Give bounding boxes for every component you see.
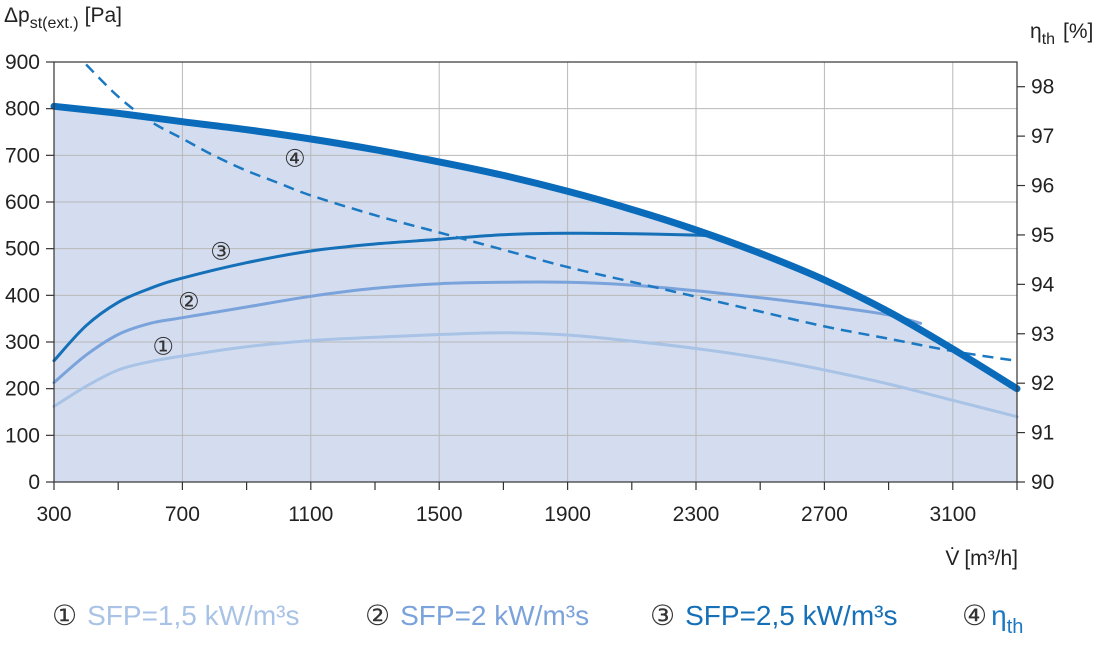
y-left-axis-title: Δpst(ext.) [Pa] (4, 4, 122, 32)
legend-label-4-sub: th (1007, 616, 1024, 638)
curve-marker: ④ (284, 145, 306, 173)
legend-item-sfp2: ② SFP=2 kW/m³s (365, 600, 589, 631)
y-left-tick-label: 300 (5, 331, 40, 354)
series-line-sfp15 (52, 331, 1019, 419)
y-left-tick-label: 800 (5, 98, 40, 121)
legend-marker-3: ③ (650, 600, 675, 631)
curve-marker: ① (152, 333, 174, 361)
operating-area-fill (54, 106, 1017, 483)
y-right-unit: [%] (1063, 20, 1093, 43)
y-right-tick-label: 92 (1031, 372, 1054, 395)
x-tick-label: 1500 (416, 503, 463, 526)
legend-marker-2: ② (365, 600, 390, 631)
legend-item-sfp15: ① SFP=1,5 kW/m³s (52, 600, 299, 631)
axis-ticks: 300 700 1100 1500 1900 2300 2700 3100 0 100 200 300… (5, 51, 1055, 526)
y-left-tick-label: 900 (5, 51, 40, 74)
y-right-tick-label: 95 (1031, 224, 1054, 247)
operating-area (54, 106, 1017, 483)
x-unit: [m³/h] (964, 547, 1018, 570)
legend-label-4: η (991, 600, 1007, 631)
series-line-sfp25 (52, 231, 714, 363)
x-tick-label: 300 (36, 503, 71, 526)
y-right-tick-label: 94 (1031, 273, 1055, 296)
x-axis-title: V̇ [m³/h] (945, 547, 1018, 570)
x-tick-label: 1100 (288, 503, 333, 526)
y-left-tick-label: 600 (5, 191, 40, 214)
y-left-unit: [Pa] (85, 4, 122, 27)
curve-marker: ② (178, 287, 200, 315)
y-right-label-sub: th (1042, 31, 1055, 48)
x-tick-label: 1900 (544, 503, 591, 526)
y-right-tick-label: 93 (1031, 323, 1054, 346)
y-left-tick-label: 200 (5, 378, 40, 401)
curve-marker: ③ (210, 237, 232, 265)
y-left-tick-label: 0 (28, 471, 40, 494)
y-right-tick-label: 96 (1031, 175, 1054, 198)
y-right-tick-label: 91 (1031, 422, 1054, 445)
legend-label-2: SFP=2 kW/m³s (400, 600, 589, 631)
series-line-max (50, 102, 1021, 393)
y-left-tick-label: 100 (5, 424, 40, 447)
curve-markers: ④ ③②① (152, 145, 305, 361)
legend-marker-4: ④ (962, 600, 987, 631)
x-label: V̇ (945, 547, 959, 570)
legend-label-1: SFP=1,5 kW/m³s (87, 600, 299, 631)
y-right-tick-label: 98 (1031, 76, 1054, 99)
y-left-label-sub: st(ext.) (30, 15, 79, 32)
legend-item-sfp25: ③ SFP=2,5 kW/m³s (650, 600, 897, 631)
x-tick-label: 2700 (801, 503, 848, 526)
x-tick-label: 700 (165, 503, 200, 526)
plot-frame (53, 61, 1018, 483)
series-layer (50, 63, 1021, 419)
series-line-eta (85, 63, 1018, 363)
series-line-sfp2 (52, 280, 923, 385)
x-tick-label: 3100 (929, 503, 976, 526)
y-right-axis-title: ηth [%] (1030, 20, 1093, 48)
legend: ① SFP=1,5 kW/m³s ② SFP=2 kW/m³s ③ SFP=2,5 k… (52, 600, 1023, 638)
y-left-label-main: Δp (4, 4, 30, 27)
y-left-tick-label: 500 (5, 238, 40, 261)
plot-border (53, 61, 1018, 483)
y-left-tick-label: 700 (5, 144, 40, 167)
x-tick-label: 2300 (673, 503, 720, 526)
y-right-label-main: η (1030, 20, 1042, 43)
y-right-tick-label: 90 (1031, 471, 1054, 494)
legend-label-3: SFP=2,5 kW/m³s (685, 600, 897, 631)
legend-marker-1: ① (52, 600, 77, 631)
legend-item-eta: ④ ηth (962, 600, 1023, 638)
y-left-tick-label: 400 (5, 284, 40, 307)
y-right-tick-label: 97 (1031, 125, 1054, 148)
